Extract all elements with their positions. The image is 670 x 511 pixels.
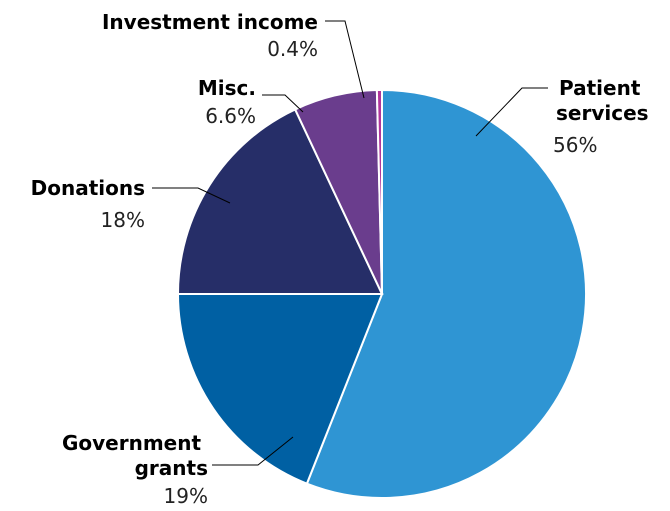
pie-slice-patient-services <box>305 88 587 499</box>
pie-slice-donations <box>176 108 384 295</box>
leader-line-investment-income <box>325 20 365 99</box>
slice-label-patient-services: Patient services <box>556 76 649 125</box>
slice-value-government-grants: 19% <box>164 484 208 508</box>
slice-label-government-grants: Government grants <box>62 431 208 480</box>
slice-value-misc: 6.6% <box>205 104 256 128</box>
leader-line-government-grants <box>212 436 294 466</box>
slice-label-misc: Misc. <box>198 76 256 100</box>
slice-label-donations: Donations <box>31 176 145 200</box>
leader-line-misc <box>262 94 304 113</box>
leader-line-donations <box>152 187 231 204</box>
leader-line-patient-services <box>475 87 548 137</box>
slice-label-investment-income: Investment income <box>102 10 318 34</box>
slice-value-investment-income: 0.4% <box>267 37 318 61</box>
pie-slice-investment-income <box>375 88 383 295</box>
pie-slice-government-grants <box>176 293 384 485</box>
slice-labels: Patient services 56% Government grants 1… <box>31 10 649 508</box>
slice-value-donations: 18% <box>101 208 145 232</box>
slice-value-patient-services: 56% <box>553 133 597 157</box>
leader-lines <box>152 20 548 466</box>
pie-slices <box>176 88 587 499</box>
